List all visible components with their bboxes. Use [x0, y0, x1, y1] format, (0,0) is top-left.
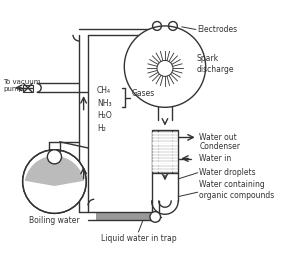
Text: Spark
discharge: Spark discharge — [197, 54, 234, 74]
Text: Condenser: Condenser — [199, 142, 241, 151]
Text: To vacuum
pump: To vacuum pump — [3, 79, 41, 92]
Text: Water droplets: Water droplets — [199, 168, 256, 177]
Text: Gases: Gases — [131, 89, 155, 98]
Text: Water in: Water in — [199, 154, 232, 163]
Text: Water out: Water out — [199, 133, 237, 142]
Wedge shape — [25, 156, 84, 186]
Circle shape — [47, 150, 61, 164]
Text: Boiling water: Boiling water — [29, 216, 80, 225]
Bar — [152, 130, 178, 173]
Text: CH₄
NH₃
H₂O
H₂: CH₄ NH₃ H₂O H₂ — [97, 86, 112, 132]
Text: Water containing
organic compounds: Water containing organic compounds — [199, 180, 275, 200]
Bar — [23, 85, 33, 92]
Circle shape — [150, 212, 160, 222]
Text: Liquid water in trap: Liquid water in trap — [101, 234, 176, 243]
Circle shape — [157, 60, 173, 76]
Text: Electrodes: Electrodes — [197, 25, 237, 34]
Bar — [96, 213, 150, 220]
Circle shape — [124, 26, 206, 107]
Circle shape — [23, 150, 86, 213]
